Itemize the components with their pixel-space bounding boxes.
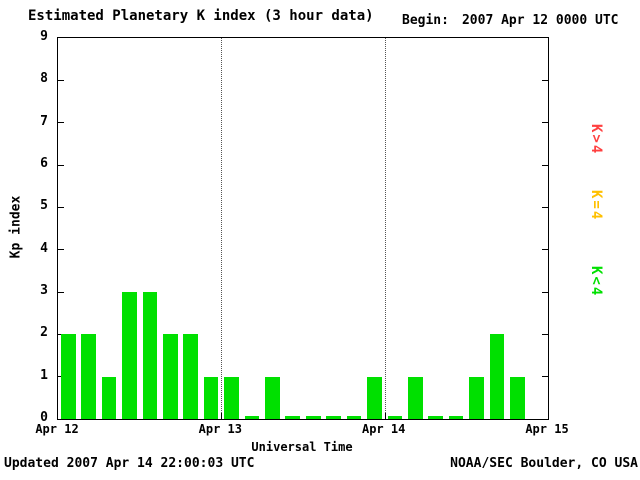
kp-bar <box>489 334 505 419</box>
kp-bar <box>285 416 301 419</box>
y-axis-tick <box>542 79 548 81</box>
x-tick-label: Apr 15 <box>525 422 569 436</box>
y-tick-label: 7 <box>40 113 48 129</box>
y-tick-label: 0 <box>40 410 48 425</box>
y-tick-label: 6 <box>40 156 48 171</box>
day-boundary-gridline <box>384 38 386 419</box>
kp-bar <box>448 416 464 419</box>
x-tick-label: Apr 14 <box>361 422 406 436</box>
kp-bar <box>265 376 280 419</box>
begin-info: Begin: 2007 Apr 12 0000 UTC <box>402 13 619 28</box>
y-axis-tick <box>58 79 64 81</box>
y-tick-label: 4 <box>40 240 48 256</box>
begin-value: 2007 Apr 12 0000 UTC <box>461 13 619 28</box>
y-tick-label: 8 <box>40 71 48 87</box>
updated-timestamp: Updated 2007 Apr 14 22:00:03 UTC <box>4 456 255 471</box>
y-axis-tick <box>542 376 548 378</box>
kp-bar <box>326 416 341 419</box>
kp-bar <box>510 376 525 419</box>
kp-bar <box>162 334 178 419</box>
begin-label: Begin: <box>402 13 449 28</box>
kp-bar <box>346 416 362 419</box>
kp-bar <box>407 376 423 419</box>
legend-item-k-eq-4: K=4 <box>588 190 604 222</box>
legend-item-k-lt-4: K<4 <box>588 266 604 298</box>
kp-bar <box>122 292 137 419</box>
kp-bar <box>183 334 199 419</box>
kp-bar <box>224 376 239 419</box>
y-axis-tick <box>542 164 548 166</box>
x-tick-label: Apr 12 <box>35 422 79 436</box>
x-axis-tick <box>221 413 223 419</box>
kp-bar <box>81 334 96 419</box>
y-axis-tick <box>542 122 548 124</box>
kp-bar <box>367 376 382 419</box>
y-axis-tick <box>58 206 64 208</box>
y-tick-label: 9 <box>40 29 48 44</box>
kp-bar <box>387 416 403 419</box>
kp-bar <box>142 292 158 419</box>
x-tick-label: Apr 13 <box>198 422 243 436</box>
day-boundary-gridline <box>221 38 223 419</box>
kp-bar <box>428 416 444 419</box>
plot-area <box>57 37 549 420</box>
kp-bar <box>60 334 76 419</box>
y-axis-tick <box>58 122 64 124</box>
kp-bar <box>101 376 117 419</box>
y-axis-title: Kp index <box>8 195 24 259</box>
y-axis-tick <box>58 164 64 166</box>
kp-bar <box>244 416 260 419</box>
y-tick-label: 5 <box>40 198 48 214</box>
kp-bar <box>469 376 484 419</box>
y-axis-tick <box>58 291 64 293</box>
y-tick-label: 2 <box>40 325 48 341</box>
kp-bar <box>203 376 219 419</box>
y-axis-tick <box>542 206 548 208</box>
source-credit: NOAA/SEC Boulder, CO USA <box>450 456 638 471</box>
legend-item-k-gt-4: K>4 <box>588 124 604 156</box>
y-axis-tick <box>542 291 548 293</box>
y-axis-tick <box>542 333 548 335</box>
x-axis-title: Universal Time <box>251 440 353 454</box>
x-axis-tick <box>384 413 386 419</box>
y-axis-tick <box>542 249 548 251</box>
y-tick-label: 1 <box>40 367 48 383</box>
chart-title: Estimated Planetary K index (3 hour data… <box>28 8 374 24</box>
y-tick-label: 3 <box>40 283 48 298</box>
y-axis-tick <box>58 249 64 251</box>
kp-bar <box>305 416 321 419</box>
